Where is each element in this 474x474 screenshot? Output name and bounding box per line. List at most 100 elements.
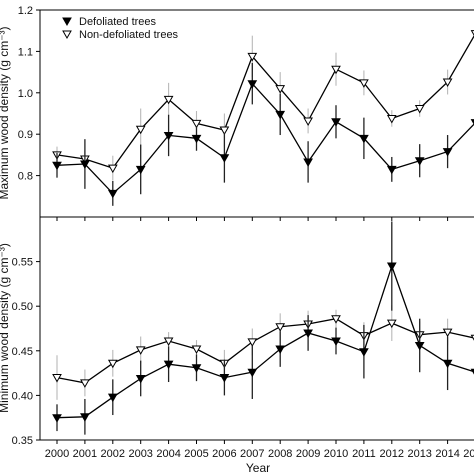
x-tick-label: 2010 [324, 448, 348, 460]
data-point-defoliated [359, 134, 369, 144]
data-point-defoliated [359, 348, 369, 357]
legend-label-non-defoliated: Non-defoliated trees [79, 29, 179, 41]
y-tick-label-bottom: 0.50 [12, 301, 33, 313]
x-tick-label: 2011 [352, 448, 376, 460]
data-point-non-defoliated [135, 346, 146, 355]
data-point-defoliated [219, 374, 230, 383]
data-point-non-defoliated [331, 65, 341, 75]
y-tick-label-bottom: 0.35 [12, 435, 33, 447]
data-point-defoliated [135, 374, 146, 384]
data-point-defoliated [275, 110, 286, 120]
data-point-defoliated [414, 157, 425, 166]
legend-marker-defoliated [62, 17, 72, 27]
series-defoliated-top [52, 62, 474, 206]
data-point-non-defoliated [247, 338, 258, 347]
data-point-defoliated [163, 360, 174, 370]
data-point-defoliated [52, 414, 62, 423]
y-tick-label-top: 0.9 [18, 129, 33, 141]
data-point-defoliated [107, 189, 118, 199]
data-point-non-defoliated [386, 114, 397, 124]
panel-maximum-density: 0.8 0.9 1.0 1.1 1.2 Maximum wood density (g c… [0, 5, 474, 221]
data-point-defoliated [107, 393, 118, 403]
data-point-non-defoliated [303, 117, 313, 126]
data-point-defoliated [219, 154, 230, 163]
x-tick-label: 2006 [212, 448, 236, 460]
y-tick-label-top: 1.0 [18, 88, 33, 100]
data-point-non-defoliated [107, 164, 118, 174]
x-axis-title: Year [246, 461, 270, 474]
data-point-defoliated [52, 161, 62, 171]
data-point-non-defoliated [442, 328, 453, 338]
series-line-defoliated [56, 264, 474, 419]
y-axis-title-top: Maximum wood density (g cm⁻³) [0, 26, 11, 199]
data-point-defoliated [247, 368, 258, 378]
data-point-non-defoliated [275, 85, 286, 94]
data-point-defoliated [303, 329, 313, 338]
x-tick-label: 2009 [296, 448, 320, 460]
y-tick-label-top: 1.1 [18, 46, 33, 58]
data-point-non-defoliated [52, 374, 62, 383]
x-tick-label: 2002 [101, 448, 125, 460]
data-point-non-defoliated [135, 125, 146, 135]
y-tick-label-bottom: 0.45 [12, 346, 33, 358]
plot-frame-bottom [39, 216, 474, 441]
x-tick-label: 2005 [184, 448, 208, 460]
series-line-defoliated [56, 82, 474, 195]
data-point-non-defoliated [107, 359, 118, 369]
data-point-defoliated [191, 364, 202, 373]
data-point-defoliated [80, 160, 90, 170]
data-point-non-defoliated [80, 379, 90, 388]
legend-label-defoliated: Defoliated trees [79, 16, 157, 28]
data-point-defoliated [331, 118, 341, 127]
data-point-non-defoliated [414, 105, 425, 114]
x-tick-label: 2013 [407, 448, 431, 460]
series-defoliated-bottom [52, 221, 474, 435]
data-point-non-defoliated [359, 79, 369, 88]
data-point-non-defoliated [219, 126, 230, 136]
data-point-non-defoliated [247, 52, 258, 62]
data-point-defoliated [135, 165, 146, 175]
x-tick-label: 2015 [463, 448, 474, 460]
x-tick-label: 2014 [435, 448, 459, 460]
x-tick-label: 2001 [73, 448, 97, 460]
data-point-defoliated [414, 341, 425, 351]
data-point-non-defoliated [163, 337, 174, 346]
data-point-non-defoliated [331, 315, 341, 324]
data-point-defoliated [247, 80, 258, 89]
series-non-defoliated-bottom [52, 305, 474, 400]
x-tick-label: 2003 [128, 448, 152, 460]
legend-marker-non-defoliated [62, 30, 72, 40]
y-axis-title-bottom: Minimum wood density (g cm⁻³) [0, 243, 11, 413]
data-point-non-defoliated [191, 345, 202, 355]
data-point-defoliated [163, 131, 174, 141]
y-tick-label-bottom: 0.55 [12, 257, 33, 269]
data-point-defoliated [386, 165, 397, 175]
series-line-non-defoliated [56, 34, 474, 169]
data-point-non-defoliated [386, 319, 397, 329]
x-tick-label: 2007 [240, 448, 264, 460]
x-tick-label: 2008 [268, 448, 292, 460]
data-point-defoliated [386, 262, 397, 272]
series-line-non-defoliated [56, 318, 474, 384]
data-point-non-defoliated [442, 78, 453, 88]
data-point-defoliated [275, 345, 286, 355]
data-point-defoliated [331, 337, 341, 346]
data-point-non-defoliated [163, 95, 174, 105]
data-point-non-defoliated [275, 323, 286, 332]
data-point-defoliated [80, 413, 90, 422]
x-tick-label: 2000 [45, 448, 69, 460]
data-point-defoliated [442, 148, 453, 157]
y-tick-label-bottom: 0.40 [12, 390, 33, 402]
y-tick-label-top: 0.8 [18, 171, 33, 183]
data-point-defoliated [303, 158, 313, 167]
x-tick-label: 2012 [380, 448, 404, 460]
data-point-defoliated [191, 134, 202, 144]
data-point-non-defoliated [191, 119, 202, 129]
data-point-defoliated [442, 359, 453, 369]
x-tick-label: 2004 [156, 448, 180, 460]
y-tick-label-top: 1.2 [18, 5, 33, 17]
